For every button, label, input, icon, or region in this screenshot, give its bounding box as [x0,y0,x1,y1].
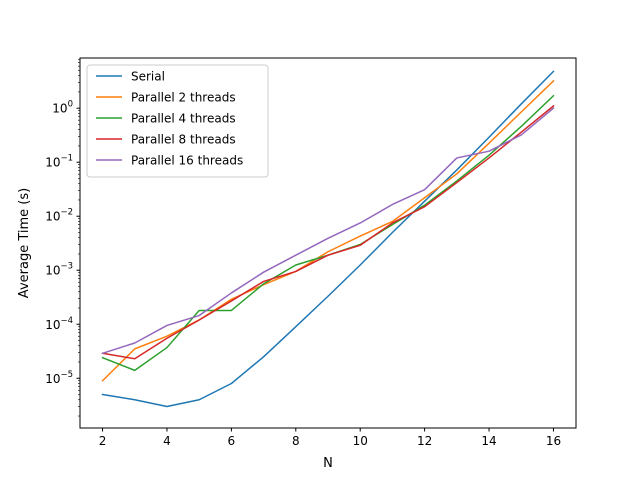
y-tick-label: 10−4 [45,316,73,332]
x-axis-ticks: 2 4 6 8 10 12 14 16 [99,428,561,448]
x-tick-label: 12 [417,434,432,448]
x-tick-label: 4 [163,434,171,448]
y-tick-label: 10−2 [45,208,73,224]
legend-box [86,64,269,178]
legend: Serial Parallel 2 threads Parallel 4 threa… [86,64,269,178]
y-tick-label: 10−1 [45,154,73,170]
legend-label: Parallel 16 threads [131,154,243,168]
x-tick-label: 10 [353,434,368,448]
legend-label: Serial [131,70,165,84]
y-axis-label: Average Time (s) [17,188,32,298]
plot-area [101,70,555,408]
x-axis-label: N [323,456,333,471]
series-line-1 [101,70,555,408]
series-line-4 [101,104,555,360]
series-line-5 [101,107,555,355]
y-axis-ticks: 10−5 10−4 10−3 10−2 10−1 100 [45,59,80,417]
legend-label: Parallel 4 threads [131,112,236,126]
y-tick-label: 10−3 [45,262,73,278]
axes-frame [79,57,577,429]
x-tick-label: 16 [546,434,561,448]
y-tick-label: 10−5 [45,370,73,386]
x-tick-label: 8 [292,434,300,448]
legend-label: Parallel 8 threads [131,133,236,147]
legend-label: Parallel 2 threads [131,91,236,105]
x-tick-label: 2 [99,434,107,448]
y-tick-label: 100 [52,100,73,116]
x-tick-label: 6 [228,434,236,448]
x-tick-label: 14 [481,434,496,448]
